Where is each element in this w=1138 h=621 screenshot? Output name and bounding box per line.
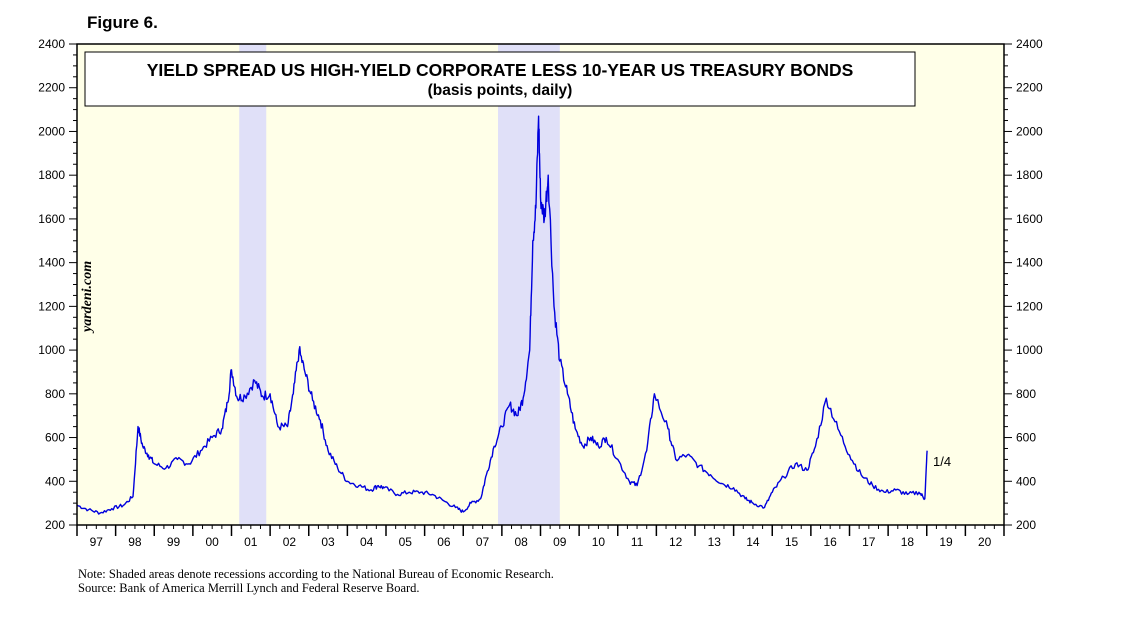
notes: Note: Shaded areas denote recessions acc… (78, 567, 554, 595)
recession-shading (239, 44, 560, 525)
x-tick-label: 97 (90, 535, 104, 549)
x-tick-label: 10 (592, 535, 606, 549)
recession-band (498, 44, 560, 525)
x-tick-label: 03 (321, 535, 335, 549)
x-tick-label: 08 (515, 535, 529, 549)
y-tick-label: 1400 (1016, 256, 1043, 270)
x-tick-label: 19 (939, 535, 953, 549)
y-tick-label: 1800 (1016, 168, 1043, 182)
y-tick-label: 1200 (1016, 299, 1043, 313)
y-tick-label: 2200 (38, 81, 65, 95)
y-tick-label: 1600 (1016, 212, 1043, 226)
y-tick-label: 1600 (38, 212, 65, 226)
title-box (84, 51, 916, 107)
chart-title: YIELD SPREAD US HIGH-YIELD CORPORATE LES… (147, 60, 854, 80)
x-tick-label: 05 (399, 535, 413, 549)
x-tick-label: 20 (978, 535, 992, 549)
x-tick-label: 01 (244, 535, 258, 549)
last-value-label: 1/4 (933, 454, 951, 469)
y-tick-label: 600 (45, 431, 65, 445)
y-tick-label: 2400 (38, 37, 65, 51)
watermark: yardeni.com (80, 260, 95, 332)
y-tick-label: 200 (1016, 518, 1036, 532)
x-tick-label: 18 (901, 535, 915, 549)
y-tick-label: 800 (45, 387, 65, 401)
x-tick-label: 16 (824, 535, 838, 549)
x-tick-label: 15 (785, 535, 799, 549)
source-text: Source: Bank of America Merrill Lynch an… (78, 581, 420, 595)
x-tick-label: 06 (437, 535, 451, 549)
y-axis-left: 200 400 600 800 1000 1200 1400 1600 1800 2000 2200… (38, 37, 77, 532)
x-tick-label: 07 (476, 535, 490, 549)
y-tick-label: 1200 (38, 299, 65, 313)
series-line (76, 115, 928, 515)
y-tick-label: 2200 (1016, 81, 1043, 95)
x-tick-label: 11 (631, 535, 644, 549)
x-tick-label: 13 (708, 535, 722, 549)
y-tick-label: 600 (1016, 431, 1036, 445)
y-tick-label: 1000 (1016, 343, 1043, 357)
y-tick-label: 2000 (1016, 124, 1043, 138)
y-tick-label: 1800 (38, 168, 65, 182)
chart-subtitle: (basis points, daily) (428, 82, 573, 99)
x-tick-label: 02 (283, 535, 297, 549)
y-tick-label: 2400 (1016, 37, 1043, 51)
x-tick-label: 99 (167, 535, 181, 549)
y-axis-right: 200 400 600 800 1000 1200 1400 1600 1800 2000 2200… (1004, 37, 1043, 532)
y-tick-label: 400 (1016, 474, 1036, 488)
y-tick-label: 2000 (38, 124, 65, 138)
x-axis: 97 98 99 00 01 02 03 04 05 06 07 08 09 10 11 12 13 14 15 16… (76, 525, 1005, 549)
x-tick-label: 14 (746, 535, 760, 549)
x-tick-label: 04 (360, 535, 374, 549)
y-tick-label: 1400 (38, 256, 65, 270)
recession-band (239, 44, 267, 525)
series-layer (76, 115, 928, 515)
x-tick-label: 00 (206, 535, 220, 549)
y-tick-label: 200 (45, 518, 65, 532)
y-tick-label: 1000 (38, 343, 65, 357)
x-tick-label: 12 (669, 535, 683, 549)
y-tick-label: 400 (45, 474, 65, 488)
x-tick-label: 17 (862, 535, 876, 549)
y-tick-label: 800 (1016, 387, 1036, 401)
figure-label: Figure 6. (87, 13, 158, 32)
x-tick-label: 98 (128, 535, 142, 549)
x-tick-label: 09 (553, 535, 567, 549)
note-text: Note: Shaded areas denote recessions acc… (78, 567, 554, 581)
